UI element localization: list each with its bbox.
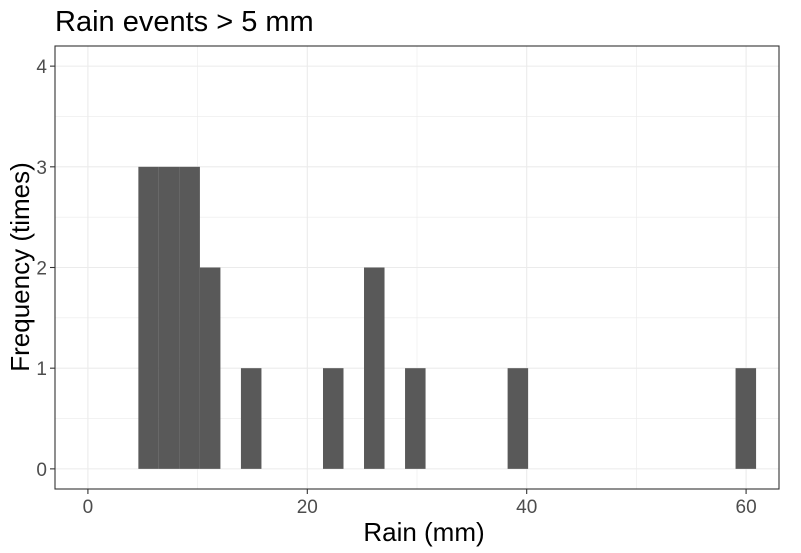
x-axis-ticks: 0 20 40 60 bbox=[83, 489, 757, 518]
chart-title: Rain events > 5 mm bbox=[55, 6, 314, 38]
y-tick-label: 2 bbox=[36, 259, 47, 280]
x-tick-label: 60 bbox=[736, 497, 757, 518]
y-tick-label: 4 bbox=[36, 57, 47, 78]
histogram-bar bbox=[322, 368, 344, 469]
histogram-bar bbox=[364, 267, 385, 469]
histogram-bars bbox=[138, 166, 757, 469]
histogram-bar bbox=[138, 166, 159, 469]
y-axis-ticks: 0 1 2 3 4 bbox=[36, 57, 55, 481]
y-tick-label: 0 bbox=[36, 460, 47, 481]
histogram-bar bbox=[240, 368, 262, 469]
x-tick-label: 40 bbox=[516, 497, 537, 518]
y-axis-title: Frequency (times) bbox=[5, 162, 35, 372]
histogram-bar bbox=[507, 368, 529, 469]
x-axis-title: Rain (mm) bbox=[363, 517, 484, 547]
y-tick-label: 1 bbox=[36, 359, 47, 380]
y-tick-label: 3 bbox=[36, 158, 47, 179]
x-tick-label: 20 bbox=[297, 497, 318, 518]
histogram-bar bbox=[199, 267, 221, 469]
histogram-bar bbox=[179, 166, 200, 469]
x-tick-label: 0 bbox=[83, 497, 94, 518]
histogram-bar bbox=[405, 368, 426, 469]
histogram-bar bbox=[735, 368, 757, 469]
histogram-bar bbox=[158, 166, 180, 469]
